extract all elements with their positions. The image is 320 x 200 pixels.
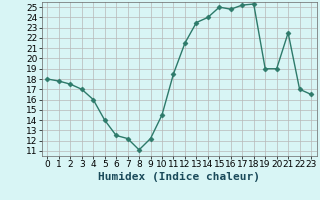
X-axis label: Humidex (Indice chaleur): Humidex (Indice chaleur) bbox=[98, 172, 260, 182]
